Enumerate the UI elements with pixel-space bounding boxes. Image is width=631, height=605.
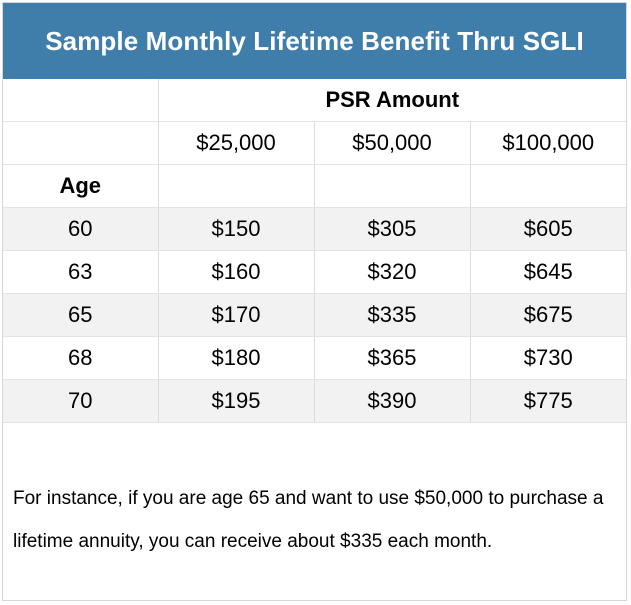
column-header-100000: $100,000	[470, 121, 626, 165]
age-cell: 60	[3, 207, 159, 251]
age-header-row: Age	[3, 164, 626, 208]
age-cell: 65	[3, 293, 159, 337]
card-title: Sample Monthly Lifetime Benefit Thru SGL…	[3, 3, 626, 79]
benefit-cell: $320	[314, 250, 471, 294]
empty-cell	[314, 164, 471, 208]
psr-amount-header: PSR Amount	[158, 79, 626, 122]
benefit-cell: $775	[470, 379, 626, 423]
table-row: 63 $160 $320 $645	[3, 250, 626, 294]
benefit-cell: $675	[470, 293, 626, 337]
table-row: 68 $180 $365 $730	[3, 336, 626, 380]
age-cell: 68	[3, 336, 159, 380]
benefit-cell: $150	[158, 207, 315, 251]
empty-cell	[158, 164, 315, 208]
amount-header-row: $25,000 $50,000 $100,000	[3, 121, 626, 165]
benefit-table: PSR Amount $25,000 $50,000 $100,000 Age …	[3, 79, 626, 423]
benefit-cell: $180	[158, 336, 315, 380]
benefit-cell: $335	[314, 293, 471, 337]
benefit-cell: $160	[158, 250, 315, 294]
table-row: 70 $195 $390 $775	[3, 379, 626, 423]
column-header-25000: $25,000	[158, 121, 315, 165]
benefit-cell: $605	[470, 207, 626, 251]
benefit-cell: $195	[158, 379, 315, 423]
benefit-cell: $645	[470, 250, 626, 294]
table-row: 60 $150 $305 $605	[3, 207, 626, 251]
column-header-50000: $50,000	[314, 121, 471, 165]
example-note: For instance, if you are age 65 and want…	[13, 488, 604, 552]
age-cell: 70	[3, 379, 159, 423]
age-cell: 63	[3, 250, 159, 294]
psr-header-row: PSR Amount	[3, 79, 626, 122]
empty-amount-corner-cell	[3, 121, 159, 165]
table-row: 65 $170 $335 $675	[3, 293, 626, 337]
benefit-cell: $365	[314, 336, 471, 380]
empty-corner-cell	[3, 79, 159, 122]
empty-cell	[470, 164, 626, 208]
benefit-cell: $305	[314, 207, 471, 251]
benefit-cell: $170	[158, 293, 315, 337]
benefit-cell: $390	[314, 379, 471, 423]
benefit-cell: $730	[470, 336, 626, 380]
age-column-header: Age	[3, 164, 159, 208]
